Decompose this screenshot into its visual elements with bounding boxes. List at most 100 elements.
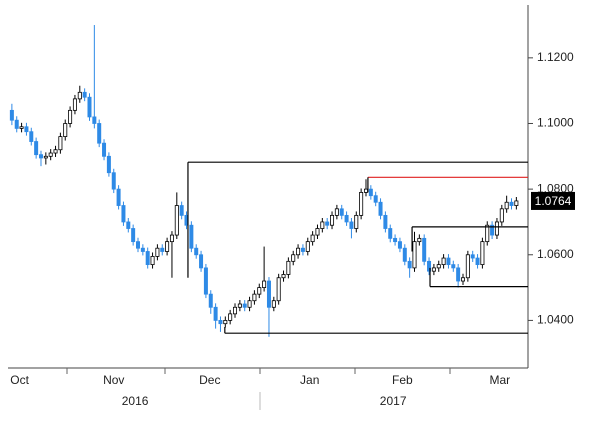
candle-body	[24, 126, 29, 133]
y-tick-label: 1.1000	[537, 116, 574, 130]
candle-body	[262, 280, 267, 288]
candle-body	[218, 320, 223, 325]
candle-body	[286, 260, 291, 275]
candle-body	[334, 208, 339, 216]
y-tick-label: 1.1200	[537, 50, 574, 64]
candle-body	[291, 254, 296, 262]
candle-body	[92, 116, 97, 124]
candle-body	[363, 188, 368, 193]
candle-body	[121, 205, 126, 223]
candle-body	[422, 237, 427, 262]
candle-body	[82, 91, 87, 98]
y-tick-label: 1.0600	[537, 247, 574, 261]
candle-body	[315, 228, 320, 236]
candle-body	[58, 136, 63, 151]
candle-body	[34, 141, 39, 156]
candle-body	[296, 247, 301, 256]
candle-body	[325, 221, 330, 226]
candle-body	[189, 224, 194, 249]
candle-body	[228, 313, 233, 321]
x-tick-label: Oct	[10, 373, 29, 387]
candle-body	[480, 241, 485, 266]
candle-body	[106, 155, 111, 174]
candle-body	[97, 123, 102, 144]
candle-body	[145, 251, 150, 266]
candle-body	[247, 300, 252, 308]
candle-body	[300, 247, 305, 252]
candle-body	[460, 277, 465, 282]
candle-body	[87, 96, 92, 118]
candle-body	[490, 224, 495, 236]
y-tick-label: 1.0800	[537, 181, 574, 195]
candle-body	[126, 221, 131, 229]
candle-body	[223, 320, 228, 325]
candle-body	[174, 205, 179, 236]
x-tick-label: Feb	[392, 373, 413, 387]
candle-body	[63, 123, 68, 138]
candle-body	[373, 195, 378, 203]
candle-body	[135, 241, 140, 249]
x-tick-label: Mar	[490, 373, 511, 387]
candle-body	[509, 201, 514, 206]
candle-body	[68, 109, 73, 124]
candle-body	[9, 109, 14, 121]
candle-body	[140, 247, 145, 252]
month-separators	[66, 368, 451, 374]
candle-body	[242, 303, 247, 308]
x-tick-label: Dec	[199, 373, 220, 387]
candle-body	[111, 172, 116, 190]
candle-body	[116, 188, 121, 206]
candle-body	[102, 142, 107, 157]
candle-body	[310, 234, 315, 243]
candle-body	[203, 267, 208, 295]
candle-body	[378, 201, 383, 216]
candle-body	[427, 260, 432, 272]
candle-body	[233, 306, 238, 315]
candle-body	[407, 260, 412, 269]
candle-body	[436, 264, 441, 269]
candle-body	[441, 257, 446, 266]
candle-body	[359, 192, 364, 216]
candle-body	[485, 224, 490, 243]
candle-body	[19, 126, 24, 129]
candle-body	[368, 188, 373, 197]
year-label: 2016	[122, 394, 149, 408]
candle-body	[412, 241, 417, 269]
candle-body	[417, 237, 422, 243]
candle-body	[504, 201, 509, 210]
candle-body	[14, 119, 19, 129]
candle-body	[271, 300, 276, 308]
candle-body	[77, 91, 82, 100]
candle-body	[237, 303, 242, 308]
candle-body	[499, 208, 504, 223]
candle-body	[470, 254, 475, 259]
candle-body	[150, 256, 155, 266]
candle-body	[494, 221, 499, 236]
candle-body	[349, 221, 354, 229]
candle-body	[131, 228, 136, 243]
x-tick-label: Jan	[300, 373, 319, 387]
candle-body	[252, 293, 257, 302]
candle-body	[165, 241, 170, 252]
candle-body	[276, 277, 281, 302]
candle-body	[344, 214, 349, 223]
candle-body	[446, 257, 451, 266]
candle-body	[29, 131, 34, 142]
x-tick-label: Nov	[103, 373, 124, 387]
candle-body	[475, 257, 480, 266]
candle-body	[213, 306, 218, 321]
candle-body	[451, 264, 456, 269]
year-label: 2017	[380, 394, 407, 408]
price-label: 1.0764	[535, 194, 572, 208]
candle-body	[199, 254, 204, 269]
y-tick-label: 1.0400	[537, 313, 574, 327]
candle-body	[456, 267, 461, 282]
price-box	[531, 191, 575, 210]
candle-body	[43, 155, 48, 159]
candle-body	[48, 152, 53, 157]
candle-body	[431, 267, 436, 272]
candle-body	[281, 274, 286, 279]
candle-body	[179, 205, 184, 216]
